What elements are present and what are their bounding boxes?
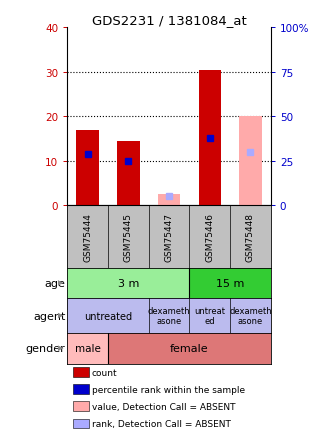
- Text: GSM75446: GSM75446: [205, 212, 214, 261]
- Text: GSM75444: GSM75444: [83, 213, 92, 261]
- Text: GSM75447: GSM75447: [165, 212, 173, 261]
- Text: value, Detection Call = ABSENT: value, Detection Call = ABSENT: [92, 402, 235, 411]
- Text: female: female: [170, 343, 209, 353]
- Text: 3 m: 3 m: [118, 278, 139, 288]
- Bar: [189, 268, 271, 299]
- Text: age: age: [44, 278, 65, 288]
- Title: GDS2231 / 1381084_at: GDS2231 / 1381084_at: [92, 14, 246, 27]
- Bar: [198, 70, 221, 206]
- Text: GSM75448: GSM75448: [246, 212, 255, 261]
- Bar: [117, 141, 140, 206]
- Bar: [73, 385, 89, 394]
- Bar: [73, 401, 89, 411]
- Text: percentile rank within the sample: percentile rank within the sample: [92, 385, 245, 394]
- Bar: [73, 368, 89, 377]
- Text: untreated: untreated: [84, 311, 132, 321]
- Text: dexameth
asone: dexameth asone: [148, 306, 190, 326]
- Bar: [76, 130, 99, 206]
- Text: 15 m: 15 m: [216, 278, 244, 288]
- Text: gender: gender: [26, 343, 65, 353]
- Text: agent: agent: [33, 311, 65, 321]
- Bar: [158, 195, 180, 206]
- Bar: [67, 333, 108, 364]
- Bar: [73, 418, 89, 428]
- Text: GSM75445: GSM75445: [124, 212, 133, 261]
- Text: count: count: [92, 368, 118, 377]
- Text: untreat
ed: untreat ed: [194, 306, 225, 326]
- Bar: [108, 333, 271, 364]
- Text: dexameth
asone: dexameth asone: [229, 306, 272, 326]
- Bar: [239, 117, 262, 206]
- Text: male: male: [75, 343, 100, 353]
- Bar: [67, 268, 189, 299]
- Text: rank, Detection Call = ABSENT: rank, Detection Call = ABSENT: [92, 419, 231, 428]
